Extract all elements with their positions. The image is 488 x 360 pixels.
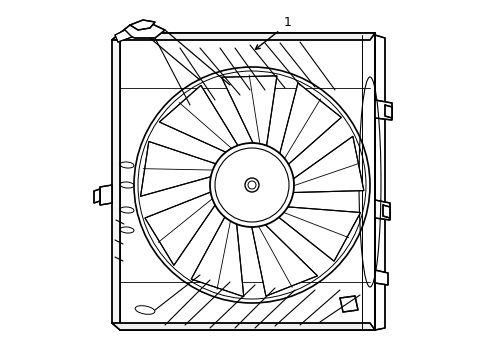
- Polygon shape: [339, 296, 357, 312]
- Polygon shape: [374, 200, 389, 220]
- Polygon shape: [112, 33, 120, 330]
- Polygon shape: [112, 33, 374, 40]
- Polygon shape: [382, 205, 389, 218]
- Ellipse shape: [244, 178, 259, 192]
- Polygon shape: [120, 23, 164, 38]
- Polygon shape: [251, 225, 317, 296]
- Polygon shape: [221, 76, 276, 145]
- Polygon shape: [130, 20, 155, 30]
- Polygon shape: [374, 35, 384, 330]
- Polygon shape: [279, 83, 341, 164]
- Polygon shape: [374, 100, 391, 120]
- Polygon shape: [115, 30, 132, 42]
- Polygon shape: [374, 270, 387, 285]
- Polygon shape: [144, 192, 215, 265]
- Polygon shape: [120, 33, 374, 330]
- Text: 1: 1: [284, 15, 291, 28]
- Polygon shape: [140, 141, 215, 196]
- Polygon shape: [278, 207, 360, 261]
- Polygon shape: [112, 323, 374, 330]
- Polygon shape: [100, 185, 112, 205]
- Polygon shape: [293, 136, 363, 193]
- Ellipse shape: [209, 143, 293, 227]
- Polygon shape: [159, 85, 237, 152]
- Polygon shape: [94, 189, 100, 203]
- Polygon shape: [191, 217, 243, 297]
- Polygon shape: [384, 105, 391, 118]
